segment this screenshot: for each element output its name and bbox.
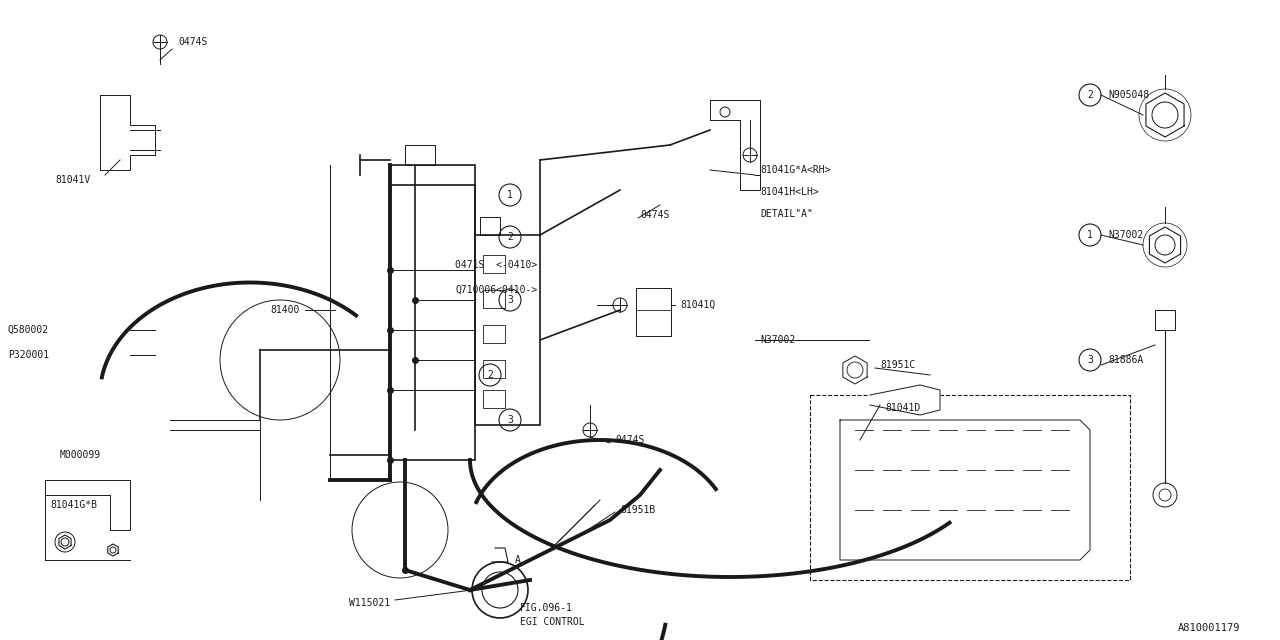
Text: EGI CONTROL: EGI CONTROL (520, 617, 585, 627)
Text: Q580002: Q580002 (8, 325, 49, 335)
Text: 0474S: 0474S (614, 435, 644, 445)
Text: 0474S: 0474S (178, 37, 207, 47)
Text: 81886A: 81886A (1108, 355, 1143, 365)
Text: N905048: N905048 (1108, 90, 1149, 100)
Text: 81041G*A<RH>: 81041G*A<RH> (760, 165, 831, 175)
Text: Q710006<0410->: Q710006<0410-> (454, 285, 538, 295)
Text: N37002: N37002 (1108, 230, 1143, 240)
Text: M000099: M000099 (60, 450, 101, 460)
Bar (390, 165, 475, 460)
Text: P320001: P320001 (8, 350, 49, 360)
Bar (404, 145, 435, 165)
Text: 3: 3 (1087, 355, 1093, 365)
Bar (810, 395, 1130, 580)
Text: 81951C: 81951C (881, 360, 915, 370)
Text: 81400: 81400 (270, 305, 300, 315)
Bar (483, 255, 506, 273)
Text: 0474S: 0474S (640, 210, 669, 220)
Text: W115021: W115021 (349, 598, 390, 608)
Polygon shape (870, 385, 940, 415)
Bar (475, 235, 540, 425)
Text: 81041Q: 81041Q (680, 300, 716, 310)
Text: A: A (515, 555, 521, 565)
Text: 1: 1 (1087, 230, 1093, 240)
Text: 3: 3 (507, 295, 513, 305)
Text: 0471S  <-0410>: 0471S <-0410> (454, 260, 538, 270)
Bar (483, 390, 506, 408)
Text: FIG.096-1: FIG.096-1 (520, 603, 573, 613)
Bar (636, 288, 671, 336)
Text: 2: 2 (507, 232, 513, 242)
Text: 2: 2 (488, 370, 493, 380)
Text: 1: 1 (507, 190, 513, 200)
Bar (483, 325, 506, 343)
Bar (1155, 310, 1175, 330)
Text: 81951B: 81951B (620, 505, 655, 515)
Text: 3: 3 (507, 415, 513, 425)
Bar (480, 217, 500, 235)
Text: DETAIL"A": DETAIL"A" (760, 209, 813, 219)
Text: 81041G*B: 81041G*B (50, 500, 97, 510)
Text: 2: 2 (1087, 90, 1093, 100)
Text: A810001179: A810001179 (1178, 623, 1240, 633)
Text: 81041D: 81041D (884, 403, 920, 413)
Text: N37002: N37002 (760, 335, 795, 345)
Text: 81041V: 81041V (55, 175, 91, 185)
Bar (483, 290, 506, 308)
Bar (483, 360, 506, 378)
Text: 81041H<LH>: 81041H<LH> (760, 187, 819, 197)
